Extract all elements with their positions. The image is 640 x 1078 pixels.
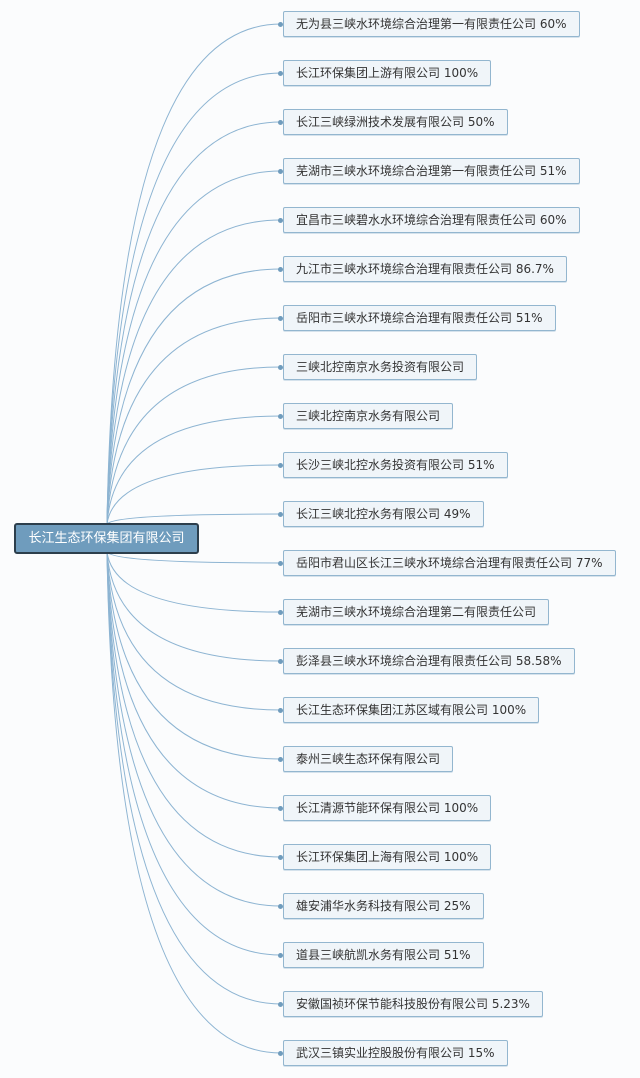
connector-line	[106, 551, 282, 613]
connector-line	[106, 317, 282, 525]
child-node[interactable]: 长江三峡绿洲技术发展有限公司 50%	[283, 109, 508, 135]
connector-line	[106, 551, 282, 956]
child-node[interactable]: 长江环保集团上游有限公司 100%	[283, 60, 492, 86]
connector-line	[106, 219, 282, 525]
connector-line	[106, 551, 282, 907]
connector-line	[106, 551, 282, 1054]
child-node[interactable]: 岳阳市三峡水环境综合治理有限责任公司 51%	[283, 305, 556, 331]
connector-dot	[278, 756, 283, 762]
child-node[interactable]: 武汉三镇实业控股股份有限公司 15%	[283, 1040, 508, 1066]
connector-dot	[278, 168, 283, 174]
child-node[interactable]: 三峡北控南京水务有限公司	[283, 403, 454, 429]
child-node[interactable]: 宜昌市三峡碧水水环境综合治理有限责任公司 60%	[283, 207, 580, 233]
connector-line	[106, 170, 282, 525]
connector-dot	[278, 511, 283, 517]
child-node[interactable]: 道县三峡航凯水务有限公司 51%	[283, 942, 484, 968]
connector-line	[106, 551, 282, 564]
connector-line	[106, 415, 282, 525]
child-node[interactable]: 雄安浦华水务科技有限公司 25%	[283, 893, 484, 919]
root-node[interactable]: 长江生态环保集团有限公司	[14, 523, 199, 554]
connector-line	[106, 513, 282, 525]
child-node[interactable]: 长江清源节能环保有限公司 100%	[283, 795, 492, 821]
connector-dot	[278, 413, 283, 419]
connector-line	[106, 464, 282, 525]
connector-line	[106, 551, 282, 858]
connector-line	[106, 268, 282, 525]
child-node[interactable]: 三峡北控南京水务投资有限公司	[283, 354, 478, 380]
connector-line	[106, 551, 282, 711]
connector-dot	[278, 1050, 283, 1056]
child-node[interactable]: 无为县三峡水环境综合治理第一有限责任公司 60%	[283, 11, 580, 37]
connector-dot	[278, 70, 283, 76]
connector-line	[106, 23, 282, 525]
child-node[interactable]: 岳阳市君山区长江三峡水环境综合治理有限责任公司 77%	[283, 550, 616, 576]
connector-dot	[278, 266, 283, 272]
connector-dot	[278, 609, 283, 615]
child-node[interactable]: 芜湖市三峡水环境综合治理第二有限责任公司	[283, 599, 550, 625]
connector-line	[106, 551, 282, 662]
child-node[interactable]: 长江生态环保集团江苏区域有限公司 100%	[283, 697, 540, 723]
connector-dot	[278, 560, 283, 566]
connector-dot	[278, 217, 283, 223]
connector-dot	[278, 462, 283, 468]
connector-dot	[278, 1001, 283, 1007]
connector-dot	[278, 903, 283, 909]
connector-dot	[278, 805, 283, 811]
connector-line	[106, 72, 282, 525]
child-node[interactable]: 长沙三峡北控水务投资有限公司 51%	[283, 452, 508, 478]
child-node[interactable]: 长江三峡北控水务有限公司 49%	[283, 501, 484, 527]
child-node[interactable]: 长江环保集团上海有限公司 100%	[283, 844, 492, 870]
child-node[interactable]: 安徽国祯环保节能科技股份有限公司 5.23%	[283, 991, 543, 1017]
connector-line	[106, 121, 282, 525]
child-node[interactable]: 芜湖市三峡水环境综合治理第一有限责任公司 51%	[283, 158, 580, 184]
connector-dot	[278, 658, 283, 664]
connector-dot	[278, 21, 283, 27]
child-node[interactable]: 九江市三峡水环境综合治理有限责任公司 86.7%	[283, 256, 567, 282]
connector-line	[106, 551, 282, 1005]
child-node[interactable]: 泰州三峡生态环保有限公司	[283, 746, 454, 772]
connector-dot	[278, 854, 283, 860]
child-node[interactable]: 彭泽县三峡水环境综合治理有限责任公司 58.58%	[283, 648, 575, 674]
connector-dot	[278, 119, 283, 125]
connector-line	[106, 551, 282, 760]
connector-dot	[278, 364, 283, 370]
connector-dot	[278, 315, 283, 321]
connector-line	[106, 551, 282, 809]
connector-dot	[278, 707, 283, 713]
connector-line	[106, 366, 282, 525]
connector-dot	[278, 952, 283, 958]
